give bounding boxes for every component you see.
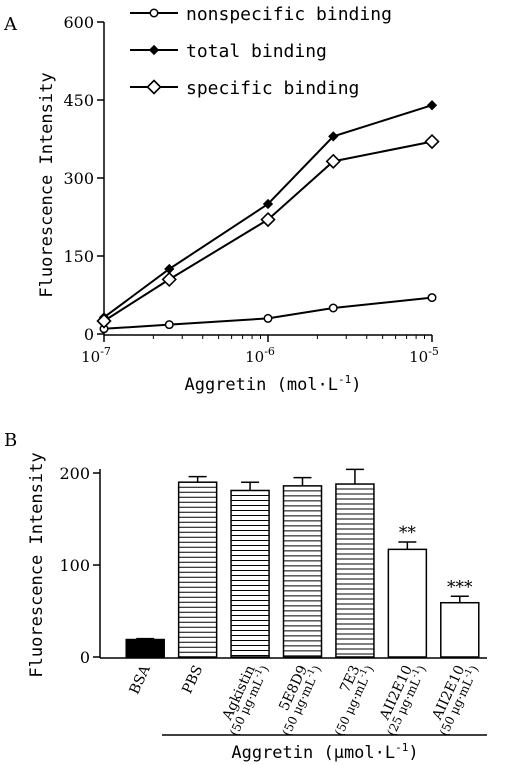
panel-a-series-line [103, 104, 433, 319]
panel-b-y-axis-label: Fluorescence Intensity [27, 452, 47, 677]
panel-b-x-labels: BSA PBS Agkistin(50 μg·mL-1) 5E8D9(50 μg·mL… [127, 662, 482, 738]
panel-a-y-tick-label: 300 [63, 169, 94, 188]
panel-a-y-tick-label: 450 [63, 91, 94, 110]
panel-b-group-label: Aggretin (μmol·L-1) [231, 741, 418, 763]
panel-b-bar [125, 638, 165, 658]
panel-a-series-line [103, 296, 433, 330]
panel-b-y-ticks: 0 100 200 [59, 464, 100, 667]
panel-a-data-point [427, 293, 437, 303]
panel-a-legend-marker [148, 44, 160, 56]
panel-a-data-point [328, 131, 339, 142]
panel-a-legend-entry: specific binding [130, 78, 359, 99]
panel-a-data-point [328, 303, 338, 313]
panel-a-legend-entry: total binding [130, 41, 327, 62]
panel-a-legend-label: total binding [186, 41, 327, 62]
panel-a-data-point [325, 153, 341, 169]
panel-a-legend-marker [149, 8, 159, 18]
panel-b-bar-group: *** [440, 577, 480, 658]
panel-b-bar [335, 483, 375, 658]
panel-a-y-tick-label: 150 [63, 247, 94, 266]
panel-a-data-point [263, 313, 273, 323]
panel-b-bar-group [230, 481, 270, 658]
panel-a-data-point [426, 100, 438, 111]
panel-a-data-point [424, 133, 440, 150]
panel-a-legend-marker [146, 79, 162, 95]
panel-a-line-chart: A Fluorescence Intensity 0 150 300 450 600 1… [3, 4, 440, 395]
panel-a-legend-label: nonspecific binding [186, 4, 392, 25]
panel-b-bar [177, 481, 218, 658]
panel-a-y-axis-label: Fluorescence Intensity [37, 72, 57, 297]
panel-b-bars: ***** [125, 468, 480, 658]
panel-a-series-2 [98, 100, 438, 323]
panel-b-y-tick-label: 0 [80, 648, 90, 667]
panel-b-category-label: PBS [179, 663, 206, 696]
panel-b-category-label: BSA [127, 662, 155, 697]
panel-a-label: A [3, 14, 18, 35]
panel-a-x-tick-label: 10-5 [409, 345, 439, 366]
panel-b-bar-group [177, 475, 218, 658]
panel-a-legend-entry: nonspecific binding [130, 4, 392, 25]
panel-a-data-point [161, 271, 177, 288]
panel-b-bar-group [335, 468, 375, 658]
panel-a-series-3 [96, 133, 440, 329]
panel-a-series [96, 100, 440, 334]
panel-b-label: B [4, 430, 17, 451]
panel-a-legend: nonspecific binding total binding specific… [130, 4, 392, 99]
panel-a-series-1 [99, 293, 437, 334]
panel-a-data-point [262, 198, 274, 210]
panel-b-bar [440, 601, 480, 658]
panel-b-significance-mark: ** [399, 523, 417, 543]
panel-a-data-point [96, 313, 112, 329]
panel-a-x-tick-label: 10-6 [245, 345, 275, 366]
panel-b-axes [99, 469, 487, 659]
panel-a-legend-label: specific binding [186, 78, 359, 99]
panel-b-bar-group [125, 637, 165, 658]
panel-a-data-point [260, 211, 276, 228]
panel-b-bar-group [282, 476, 323, 658]
panel-a-x-tick-label: 10-7 [81, 345, 111, 366]
panel-a-y-ticks: 0 150 300 450 600 [63, 13, 104, 344]
panel-a-series-line [103, 140, 433, 322]
panel-b-bar-group: ** [387, 523, 428, 658]
panel-b-y-tick-label: 100 [59, 556, 90, 575]
panel-a-x-axis-label: Aggretin (mol·L-1) [184, 373, 361, 395]
panel-b-bar [387, 548, 428, 658]
panel-b-significance-mark: *** [447, 577, 473, 597]
panel-a-y-tick-label: 600 [63, 13, 94, 32]
panel-b-bar [282, 485, 323, 658]
panel-a-data-point [164, 320, 174, 330]
panel-b-y-tick-label: 200 [59, 464, 90, 483]
panel-a-x-ticks: 10-7 10-6 10-5 [81, 335, 439, 366]
panel-a-y-tick-label: 0 [84, 325, 94, 344]
panel-a-axes [103, 22, 432, 336]
